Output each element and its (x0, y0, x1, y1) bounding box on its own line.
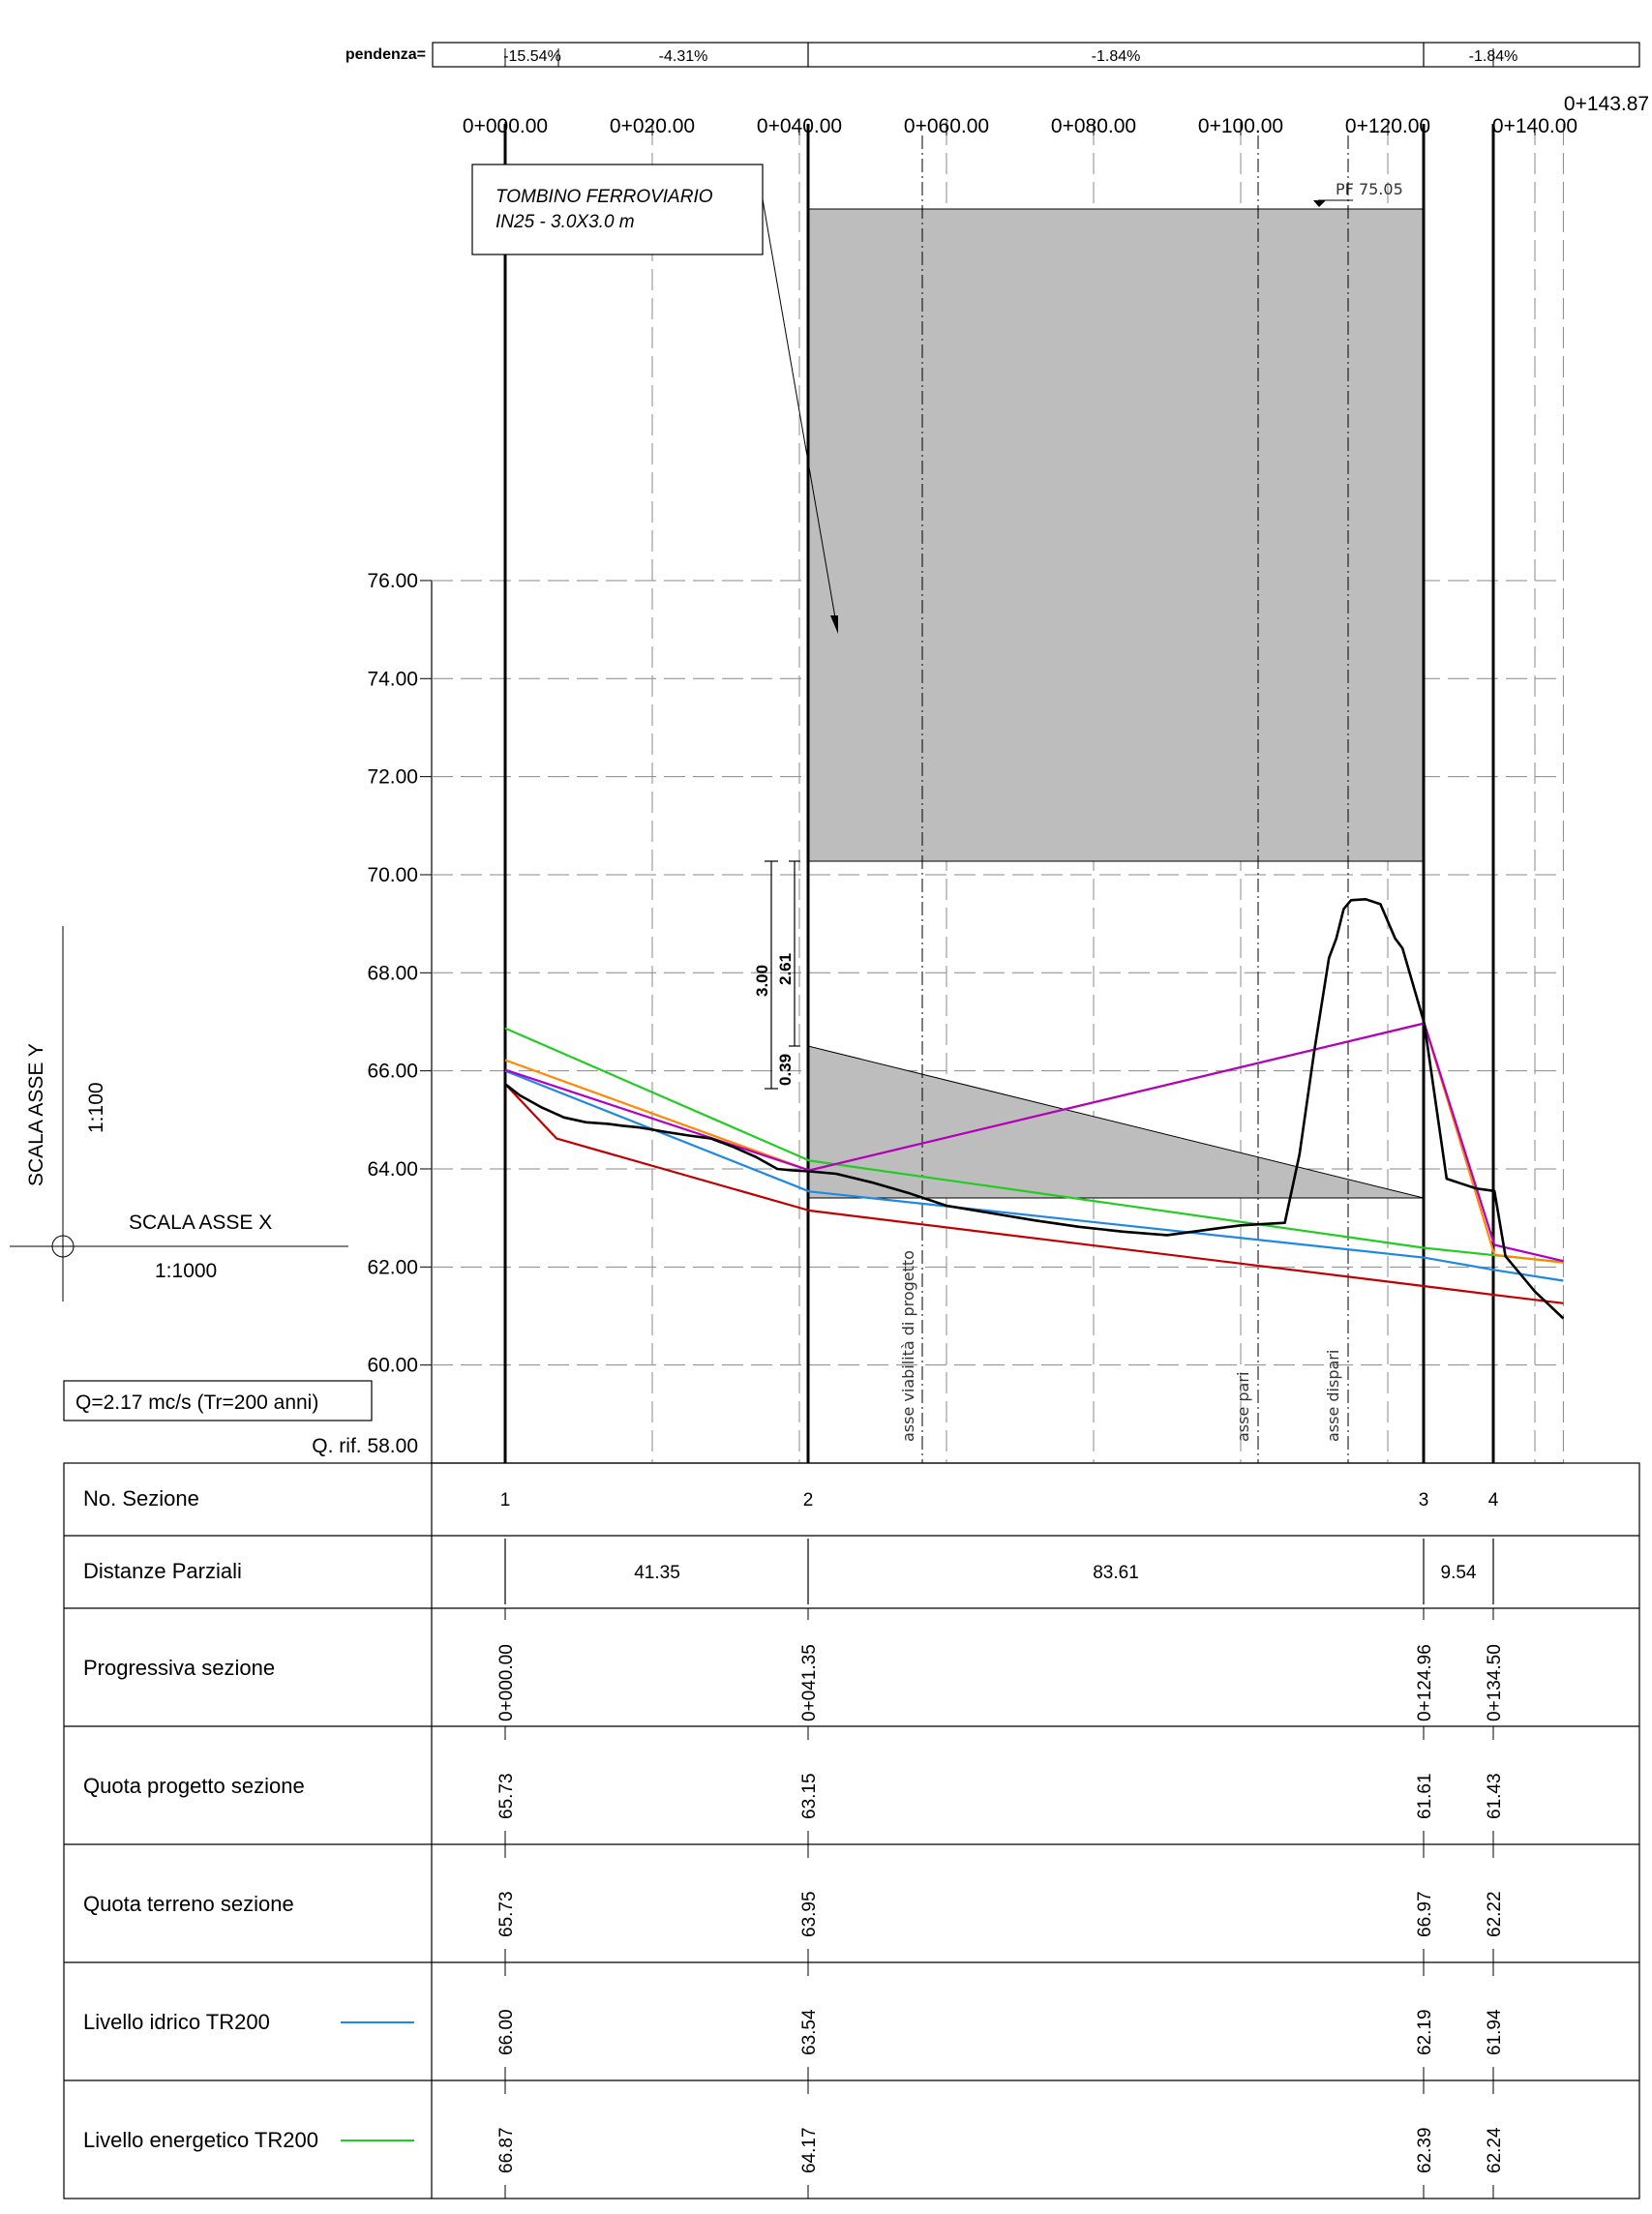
slope-value-4: -1.84% (1469, 48, 1518, 65)
x-tick-label: 0+080.00 (1051, 115, 1136, 137)
section-number-4: 4 (1488, 1490, 1499, 1511)
axis-even-label: asse pari (1234, 1372, 1252, 1442)
terrain-level-1: 65.73 (496, 1891, 517, 1937)
y-tick-label: 70.00 (367, 864, 418, 886)
x-tick-label: 0+040.00 (757, 115, 842, 137)
flow-label: Q=2.17 mc/s (Tr=200 anni) (75, 1391, 318, 1414)
water-level-2: 63.54 (799, 2009, 820, 2055)
table-frame (63, 1462, 1640, 2199)
series-terrain (504, 897, 1565, 1320)
row-label-energy-level: Livello energetico TR200 (83, 2128, 318, 2152)
culvert: PF 75.05 (807, 180, 1425, 1199)
axis-road-label: asse viabilità di progetto (899, 1250, 917, 1442)
series-project (504, 1083, 1564, 1304)
terrain-level-4: 62.22 (1485, 1891, 1505, 1937)
project-level-2: 63.15 (799, 1773, 820, 1819)
y-tick-label: 68.00 (367, 962, 418, 984)
row-label-partial-distance: Distanze Parziali (83, 1559, 242, 1583)
progressive-4: 0+134.50 (1485, 1644, 1505, 1721)
energy-level-3: 62.39 (1415, 2127, 1435, 2173)
section-number-2: 2 (803, 1490, 814, 1511)
terrain-level-2: 63.95 (799, 1891, 820, 1937)
y-tick-label: 64.00 (367, 1158, 418, 1181)
row-label-project-level: Quota progetto sezione (83, 1774, 305, 1798)
culvert-title: TOMBINO FERROVIARIO (496, 187, 713, 207)
section-number-3: 3 (1419, 1490, 1429, 1511)
energy-level-1: 66.87 (496, 2127, 517, 2173)
energy-level-2: 64.17 (799, 2127, 820, 2173)
dim-2-61: 2.61 (776, 953, 795, 985)
x-tick-label: 0+020.00 (610, 115, 695, 137)
scale-x-value: 1:1000 (155, 1260, 217, 1282)
row-label-terrain-level: Quota terreno sezione (83, 1892, 294, 1916)
dimension-marks (765, 860, 800, 1090)
x-tick-label: 0+100.00 (1198, 115, 1283, 137)
x-tick-label: 0+120.00 (1345, 115, 1430, 137)
terrain-level-3: 66.97 (1415, 1891, 1435, 1937)
y-tick-label: 60.00 (367, 1355, 418, 1377)
slope-label: pendenza= (345, 46, 426, 63)
table-ticks (504, 1608, 1494, 2199)
axis-odd-label: asse dispari (1324, 1350, 1342, 1442)
water-level-4: 61.94 (1485, 2009, 1505, 2055)
dim-3-00: 3.00 (753, 965, 771, 997)
culvert-size: IN25 - 3.0X3.0 m (496, 212, 635, 232)
row-label-section-number: No. Sezione (83, 1486, 199, 1511)
section-table: No. Sezione Distanze Parziali Progressiv… (63, 1462, 1640, 2199)
slope-value-1: -15.54% (503, 48, 561, 65)
partial-distance-1: 41.35 (634, 1563, 680, 1583)
y-tick-label: 62.00 (367, 1256, 418, 1278)
scale-x-title: SCALA ASSE X (129, 1212, 272, 1234)
profile-series (504, 897, 1565, 1320)
reference-level: Q. rif. 58.00 (312, 1435, 418, 1457)
project-level-1: 65.73 (496, 1773, 517, 1819)
x-tick-label: 0+140.00 (1492, 115, 1577, 137)
y-tick-labels: 76.00 74.00 72.00 70.00 68.00 66.00 64.00 62.00… (367, 570, 418, 1377)
slope-bar: pendenza= -15.54% -4.31% -1.84% -1.84% (345, 42, 1640, 68)
section-number-1: 1 (500, 1490, 511, 1511)
reference-axes (921, 135, 1349, 1463)
water-level-1: 66.00 (496, 2009, 517, 2055)
y-tick-label: 76.00 (367, 570, 418, 592)
row-label-water-level: Livello idrico TR200 (83, 2010, 270, 2034)
project-level-3: 61.61 (1415, 1773, 1435, 1819)
culvert-callout: TOMBINO FERROVIARIO IN25 - 3.0X3.0 m (471, 164, 838, 634)
flow-box: Q=2.17 mc/s (Tr=200 anni) (63, 1380, 373, 1421)
x-tick-label: 0+060.00 (904, 115, 989, 137)
partial-distance-2: 83.61 (1093, 1563, 1139, 1583)
progressive-2: 0+041.35 (799, 1644, 820, 1721)
scale-indicator: SCALA ASSE Y 1:100 SCALA ASSE X 1:1000 (10, 926, 348, 1301)
energy-level-4: 62.24 (1485, 2127, 1505, 2173)
x-tick-labels: 0+000.000+020.000+040.000+060.000+080.00… (463, 115, 1577, 137)
project-level-4: 61.43 (1485, 1773, 1505, 1819)
row-label-progressive: Progressiva sezione (83, 1656, 275, 1680)
progressive-1: 0+000.00 (496, 1644, 517, 1721)
scale-y-title: SCALA ASSE Y (25, 1043, 47, 1186)
end-station-label: 0+143.87 (1564, 93, 1649, 115)
y-tick-label: 72.00 (367, 766, 418, 789)
pf-label: PF 75.05 (1336, 180, 1403, 198)
series-water (504, 1069, 1564, 1282)
slope-value-2: -4.31% (659, 48, 708, 65)
slope-value-3: -1.84% (1092, 48, 1141, 65)
dim-0-39: 0.39 (776, 1054, 795, 1086)
water-level-3: 62.19 (1415, 2009, 1435, 2055)
y-tick-label: 66.00 (367, 1061, 418, 1083)
progressive-3: 0+124.96 (1415, 1644, 1435, 1721)
partial-distance-3: 9.54 (1441, 1563, 1477, 1583)
scale-y-value: 1:100 (85, 1082, 107, 1133)
y-tick-label: 74.00 (367, 668, 418, 690)
